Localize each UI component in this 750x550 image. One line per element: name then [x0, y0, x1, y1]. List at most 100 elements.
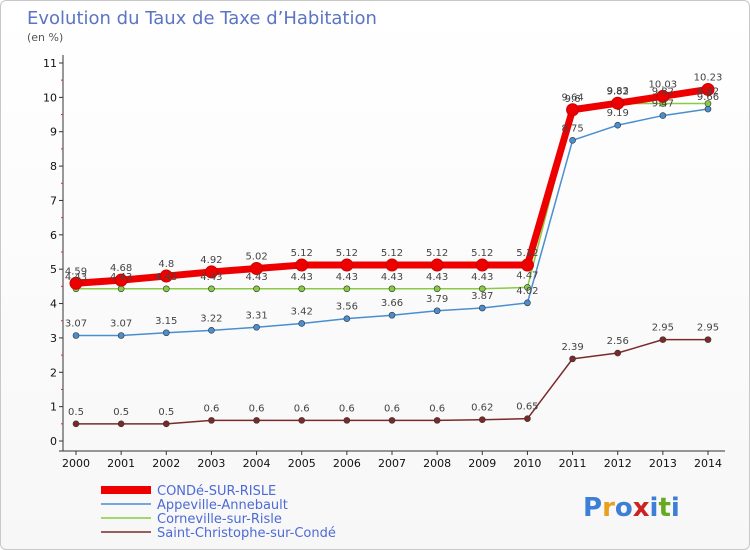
- y-tick-label: 0: [50, 435, 57, 448]
- data-point: [478, 304, 486, 312]
- data-point: [433, 417, 441, 424]
- legend-label: Corneville-sur-Risle: [157, 512, 282, 527]
- data-point: [114, 273, 128, 287]
- chart-title: Evolution du Taux de Taxe d’Habitation: [27, 8, 377, 29]
- data-label: 5.12: [291, 248, 313, 259]
- data-point: [295, 258, 309, 272]
- series-layer: 4.59 4.68 4.8 4.92 5.02 5.12 5.12 5.12 5.12 5.12 5…: [65, 72, 722, 428]
- x-tick-label: 2009: [468, 457, 496, 470]
- x-tick-label: 2011: [559, 457, 587, 470]
- data-label: 5.12: [381, 248, 403, 259]
- data-point: [388, 285, 396, 293]
- data-point: [250, 261, 264, 275]
- data-label: 4.43: [110, 272, 132, 283]
- data-label: 5.12: [516, 248, 538, 259]
- data-label: 4.47: [516, 270, 538, 281]
- y-tick-label: 5: [50, 263, 57, 276]
- data-label: 5.12: [426, 248, 448, 259]
- x-tick-label: 2013: [649, 457, 677, 470]
- data-label: 4.43: [65, 272, 87, 283]
- x-tick-label: 2004: [243, 457, 271, 470]
- data-label: 3.87: [471, 291, 493, 302]
- data-label: 4.43: [245, 272, 267, 283]
- data-point: [701, 82, 715, 96]
- data-label: 9.66: [697, 92, 719, 103]
- x-tick-label: 2007: [378, 457, 406, 470]
- legend-label: Appeville-Annebault: [157, 498, 288, 513]
- data-label: 9.64: [561, 93, 583, 104]
- data-label: 0.5: [113, 407, 129, 418]
- data-point: [208, 285, 215, 293]
- data-label: 4.02: [516, 286, 538, 297]
- data-label: 10.03: [649, 79, 678, 90]
- data-point: [159, 269, 173, 283]
- y-tick-label: 11: [43, 57, 57, 70]
- data-point: [614, 121, 622, 129]
- data-point: [614, 349, 622, 357]
- y-tick-label: 4: [50, 298, 57, 311]
- data-point: [430, 258, 444, 272]
- data-point: [388, 417, 396, 424]
- data-point: [69, 276, 83, 290]
- data-point: [204, 265, 218, 279]
- series-3: [72, 336, 712, 428]
- data-point: [704, 105, 712, 113]
- data-label: 0.6: [294, 403, 310, 414]
- data-point: [659, 336, 667, 343]
- data-point: [343, 285, 351, 293]
- data-label: 3.66: [381, 298, 403, 309]
- x-tick-label: 2005: [288, 457, 316, 470]
- data-point: [298, 320, 306, 327]
- logo-letter: t: [658, 493, 670, 523]
- legend-label: CONDé-SUR-RISLE: [157, 484, 276, 499]
- data-point: [298, 285, 306, 293]
- data-point: [388, 311, 396, 319]
- y-tick-label: 9: [50, 126, 57, 139]
- data-label: 3.56: [336, 302, 358, 313]
- data-label: 0.6: [384, 403, 400, 414]
- data-label: 3.79: [426, 294, 448, 305]
- proxiti-logo: Proxiti: [583, 493, 680, 523]
- logo-letter: i: [671, 493, 680, 523]
- data-label: 3.15: [155, 316, 177, 327]
- data-point: [72, 420, 80, 428]
- data-label: 0.6: [203, 403, 219, 414]
- x-tick-label: 2001: [107, 457, 135, 470]
- data-label: 4.68: [110, 263, 132, 274]
- data-label: 4.43: [381, 272, 403, 283]
- x-tick-label: 2006: [333, 457, 361, 470]
- axes: 0 1 2 3 4 5 6 7 8 9 10 11 2000 2001 2002 2003 2004 2005 20…: [43, 55, 725, 470]
- data-label: 4.59: [65, 266, 87, 277]
- data-label: 4.43: [155, 272, 177, 283]
- data-point: [520, 258, 534, 272]
- x-tick-label: 2014: [694, 457, 722, 470]
- data-label: 9.6: [565, 94, 581, 105]
- data-label: 3.31: [245, 310, 267, 321]
- logo-letter: r: [602, 493, 615, 523]
- data-label: 2.95: [652, 323, 674, 334]
- data-point: [117, 420, 125, 428]
- data-point: [704, 336, 712, 343]
- data-label: 3.22: [200, 313, 222, 324]
- data-label: 4.43: [200, 272, 222, 283]
- data-point: [524, 284, 531, 291]
- data-label: 3.07: [65, 319, 87, 330]
- y-tick-label: 1: [50, 401, 57, 414]
- data-point: [524, 299, 531, 307]
- data-label: 5.12: [471, 248, 493, 259]
- y-tick-label: 7: [50, 194, 57, 207]
- data-point: [340, 258, 354, 272]
- legend: CONDé-SUR-RISLEAppeville-AnnebaultCornev…: [101, 484, 336, 541]
- data-label: 4.43: [426, 272, 448, 283]
- data-label: 8.75: [561, 123, 583, 134]
- data-point: [566, 103, 580, 117]
- data-label: 4.43: [336, 272, 358, 283]
- x-tick-label: 2002: [152, 457, 180, 470]
- data-point: [253, 285, 260, 293]
- x-tick-label: 2000: [62, 457, 90, 470]
- data-point: [524, 415, 531, 422]
- logo-letter: o: [615, 493, 633, 523]
- data-point: [478, 416, 486, 423]
